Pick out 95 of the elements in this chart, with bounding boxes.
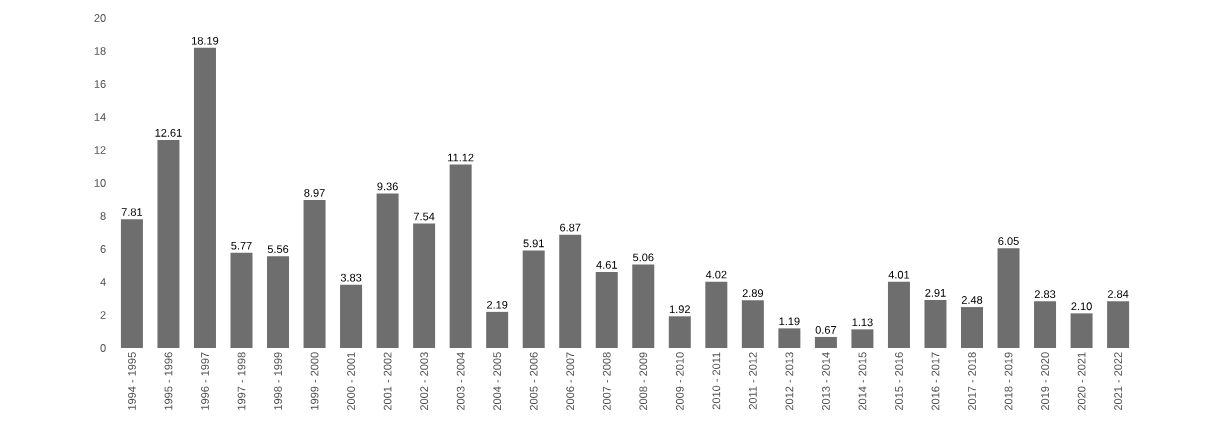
data-label: 1.92 [669,305,690,314]
bar [376,193,399,348]
x-tick-label: 2008 - 2009 [639,352,648,411]
x-tick-label: 2010 - 2011 [712,352,721,410]
bar [632,264,655,348]
bar [1070,313,1093,348]
bar [303,200,326,348]
x-tick-label: 2004 - 2005 [493,352,502,411]
data-label: 3.83 [340,273,362,282]
y-tick-label: 12 [94,146,106,154]
y-tick-label: 10 [94,179,106,187]
y-tick-label: 20 [94,14,106,22]
bar [814,336,837,348]
x-tick-label: 2005 - 2006 [529,352,538,411]
x-tick-label: 2011 - 2012 [748,352,757,410]
data-label: 2.48 [961,296,983,304]
data-label: 2.89 [742,289,764,298]
bar [486,311,509,348]
data-label: 8.97 [304,189,325,197]
data-label: 4.01 [888,270,910,279]
data-label: 2.10 [1071,302,1092,311]
bar [741,300,764,348]
bar [887,281,910,348]
data-label: 6.05 [998,237,1019,245]
data-label: 5.77 [231,241,252,250]
x-tick-label: 2001 - 2002 [383,352,392,411]
data-label: 7.81 [121,208,143,216]
y-tick-label: 8 [100,212,106,220]
y-tick-label: 0 [100,344,106,352]
data-label: 5.91 [523,239,544,248]
bar [413,223,436,348]
bar [997,248,1020,348]
data-label: 9.36 [377,182,398,191]
bar [961,307,983,348]
x-tick-label: 2014 - 2015 [858,352,867,411]
bar [559,234,582,348]
bar [668,316,691,348]
bar [1107,301,1130,348]
x-tick-label: 2021 - 2022 [1114,352,1122,411]
x-tick-label: 2018 - 2019 [1004,352,1013,411]
data-label: 11.12 [448,153,474,162]
x-tick-label: 2003 - 2004 [456,352,465,411]
data-label: 4.02 [705,270,727,279]
bar [924,299,947,348]
y-tick-label: 2 [100,311,106,319]
data-label: 2.83 [1034,290,1056,299]
bar [522,250,545,348]
x-tick-label: 2020 - 2021 [1077,352,1086,411]
x-tick-label: 1998 - 1999 [274,352,282,410]
bar [230,252,253,348]
x-tick-label: 2012 - 2013 [785,352,794,411]
data-label: 1.13 [852,318,873,327]
data-label: 7.54 [413,212,435,221]
y-tick-label: 16 [94,80,106,88]
x-tick-label: 2000 - 2001 [347,352,355,411]
data-label: 2.19 [487,300,508,309]
bar [705,281,728,348]
data-label: 0.67 [815,325,837,334]
y-tick-label: 14 [94,113,106,121]
data-label: 1.19 [779,317,800,326]
data-label: 6.87 [560,223,581,232]
x-tick-label: 2002 - 2003 [420,352,429,411]
x-tick-label: 2016 - 2017 [931,352,940,411]
bar [595,271,618,348]
data-label: 5.56 [267,245,289,254]
bar [778,328,801,348]
data-label: 18.19 [192,36,219,45]
x-tick-label: 2006 - 2007 [566,352,575,411]
x-tick-label: 1995 - 1996 [164,352,173,410]
bar [340,284,363,348]
data-label: 12.61 [155,128,182,137]
x-tick-label: 2015 - 2016 [895,352,903,411]
bar [449,164,472,348]
bar [1034,301,1057,348]
x-tick-label: 2007 - 2008 [602,352,611,411]
x-tick-label: 2017 - 2018 [968,352,976,411]
data-label: 2.91 [925,289,946,297]
data-label: 5.06 [633,253,654,262]
x-tick-label: 2019 - 2020 [1041,352,1049,411]
bar [851,329,874,348]
data-label: 4.61 [596,260,617,269]
x-tick-label: 2009 - 2010 [675,352,684,411]
x-tick-label: 2013 - 2014 [822,352,830,411]
x-tick-label: 1996 - 1997 [201,352,209,410]
y-tick-label: 6 [100,245,106,253]
x-tick-label: 1999 - 2000 [310,352,319,410]
bar [193,47,216,348]
bar [157,139,180,348]
x-tick-label: 1997 - 1998 [237,352,246,410]
x-tick-label: 1994 - 1995 [128,352,136,410]
data-label: 2.84 [1107,290,1129,298]
y-tick-label: 18 [94,47,106,55]
y-tick-label: 4 [100,278,106,286]
bar [120,219,143,348]
bar [267,256,290,348]
